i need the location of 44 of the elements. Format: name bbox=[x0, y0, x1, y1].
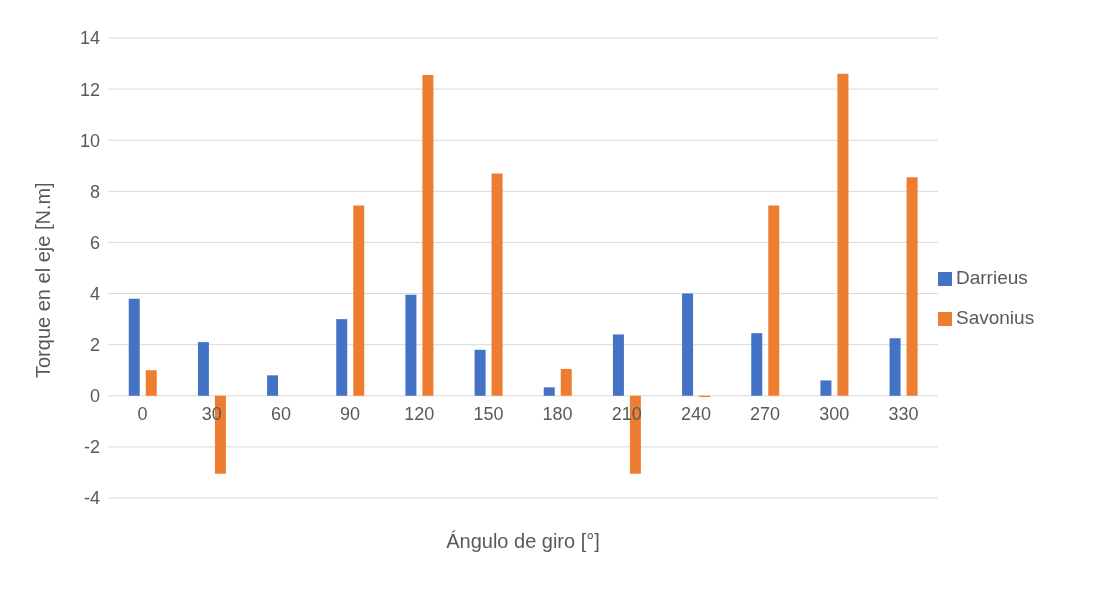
y-tick-label: 12 bbox=[79, 79, 100, 100]
bar bbox=[837, 73, 849, 396]
bar bbox=[336, 319, 348, 396]
y-tick-label: 10 bbox=[79, 130, 100, 151]
x-tick-label: 300 bbox=[819, 403, 850, 424]
y-tick-label: -4 bbox=[83, 488, 100, 509]
x-tick-label: 330 bbox=[888, 403, 919, 424]
bar bbox=[405, 294, 417, 396]
bar bbox=[820, 380, 832, 396]
x-tick-label: 120 bbox=[404, 403, 435, 424]
bar bbox=[612, 334, 624, 396]
bar bbox=[543, 387, 555, 396]
bar bbox=[145, 370, 157, 396]
bar bbox=[751, 333, 763, 396]
x-tick-label: 60 bbox=[270, 403, 291, 424]
bar bbox=[197, 342, 209, 396]
y-axis-title: Torque en el eje [N.m] bbox=[32, 182, 55, 378]
y-tick-label: 4 bbox=[89, 283, 100, 304]
x-tick-label: 0 bbox=[137, 403, 148, 424]
y-tick-label: 6 bbox=[89, 232, 100, 253]
bar bbox=[128, 298, 140, 396]
bar bbox=[906, 177, 918, 396]
x-tick-label: 270 bbox=[750, 403, 781, 424]
bar bbox=[682, 293, 694, 396]
y-tick-label: 14 bbox=[79, 28, 100, 49]
bar bbox=[889, 338, 901, 396]
bar bbox=[474, 349, 486, 396]
y-tick-label: 0 bbox=[89, 386, 100, 407]
legend-label: Darrieus bbox=[956, 267, 1028, 288]
y-tick-label: 8 bbox=[89, 181, 100, 202]
bar bbox=[768, 205, 780, 396]
y-tick-label: -2 bbox=[83, 437, 100, 458]
bar bbox=[560, 368, 572, 396]
x-tick-label: 180 bbox=[542, 403, 573, 424]
x-tick-label: 150 bbox=[473, 403, 504, 424]
bar bbox=[422, 75, 434, 396]
bar bbox=[267, 375, 279, 396]
x-tick-label: 90 bbox=[340, 403, 361, 424]
legend-label: Savonius bbox=[956, 307, 1035, 328]
y-tick-label: 2 bbox=[89, 335, 100, 356]
bar bbox=[353, 205, 365, 396]
x-axis-title: Ángulo de giro [°] bbox=[446, 530, 600, 552]
bar bbox=[491, 173, 503, 396]
x-tick-label: 240 bbox=[680, 403, 711, 424]
